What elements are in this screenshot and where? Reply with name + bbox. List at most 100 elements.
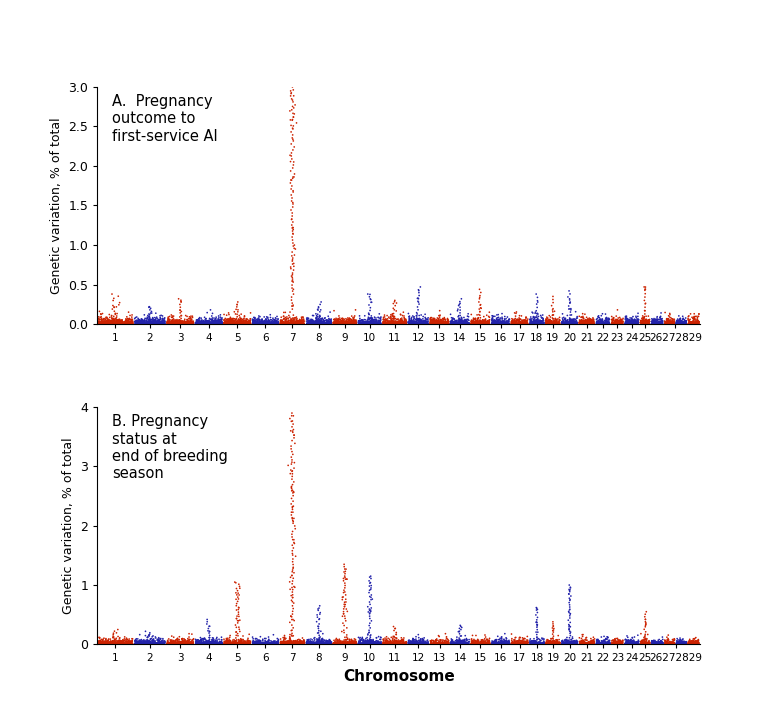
Point	[236, 316, 248, 328]
Point	[278, 638, 290, 649]
Point	[562, 637, 574, 649]
Point	[135, 318, 147, 329]
Point	[619, 316, 632, 328]
Point	[302, 635, 314, 647]
Point	[267, 629, 279, 641]
Point	[364, 577, 377, 589]
Point	[213, 639, 226, 650]
Point	[467, 316, 479, 328]
Point	[232, 607, 244, 618]
Point	[185, 318, 198, 329]
Point	[520, 312, 532, 324]
Point	[156, 316, 169, 328]
Point	[643, 639, 656, 650]
Point	[368, 317, 380, 329]
Point	[354, 315, 366, 327]
Point	[265, 318, 277, 329]
Point	[691, 638, 703, 649]
Point	[248, 317, 261, 329]
Point	[440, 631, 453, 643]
Point	[593, 316, 605, 328]
Point	[450, 638, 462, 649]
Point	[455, 293, 468, 305]
Point	[186, 317, 198, 329]
Point	[320, 637, 332, 649]
Point	[361, 637, 373, 649]
Point	[186, 639, 198, 650]
Point	[332, 639, 345, 650]
Point	[367, 318, 380, 329]
Point	[213, 636, 226, 647]
Point	[286, 578, 299, 589]
Point	[178, 636, 191, 648]
Point	[534, 638, 547, 649]
Point	[561, 315, 573, 327]
Point	[310, 316, 323, 327]
Point	[556, 313, 569, 325]
Point	[557, 639, 569, 650]
Point	[384, 316, 396, 327]
Point	[185, 313, 198, 325]
Point	[158, 636, 170, 647]
Point	[265, 312, 277, 324]
Point	[477, 316, 489, 328]
Point	[117, 638, 130, 649]
Point	[643, 636, 655, 648]
Point	[341, 316, 353, 328]
Point	[153, 635, 166, 647]
Point	[345, 318, 357, 329]
Point	[519, 318, 531, 329]
Point	[600, 317, 612, 329]
Point	[565, 636, 577, 647]
Point	[594, 319, 606, 330]
Point	[685, 316, 698, 328]
Point	[242, 318, 254, 329]
Point	[364, 584, 377, 595]
Point	[460, 318, 472, 329]
Point	[517, 318, 529, 329]
Point	[314, 636, 326, 648]
Point	[529, 306, 541, 318]
Point	[576, 636, 589, 648]
Point	[592, 638, 605, 649]
Point	[209, 637, 222, 649]
Point	[365, 639, 377, 650]
Point	[688, 316, 700, 328]
Point	[333, 636, 345, 648]
Point	[691, 637, 703, 649]
Point	[251, 638, 264, 649]
Point	[654, 637, 667, 649]
Point	[110, 636, 122, 647]
Point	[482, 639, 494, 650]
Point	[440, 637, 453, 649]
Point	[173, 639, 186, 650]
Point	[438, 638, 450, 649]
Point	[261, 317, 274, 329]
Point	[286, 246, 299, 258]
Point	[200, 635, 212, 647]
Point	[685, 636, 698, 648]
Point	[169, 316, 181, 328]
Point	[507, 638, 520, 649]
Point	[359, 636, 371, 647]
Point	[609, 637, 622, 649]
Point	[476, 314, 489, 326]
Point	[692, 634, 705, 645]
Point	[686, 316, 699, 327]
Point	[475, 317, 488, 329]
Point	[410, 638, 422, 649]
Point	[584, 636, 597, 647]
Point	[575, 314, 587, 326]
Point	[671, 638, 683, 649]
Point	[478, 316, 491, 328]
Point	[392, 636, 405, 648]
Point	[210, 317, 223, 329]
Point	[213, 639, 226, 650]
Point	[294, 638, 307, 649]
Point	[487, 317, 499, 329]
Point	[685, 639, 697, 650]
Point	[122, 636, 135, 648]
Point	[439, 316, 451, 328]
Point	[118, 316, 131, 328]
Point	[307, 639, 319, 650]
